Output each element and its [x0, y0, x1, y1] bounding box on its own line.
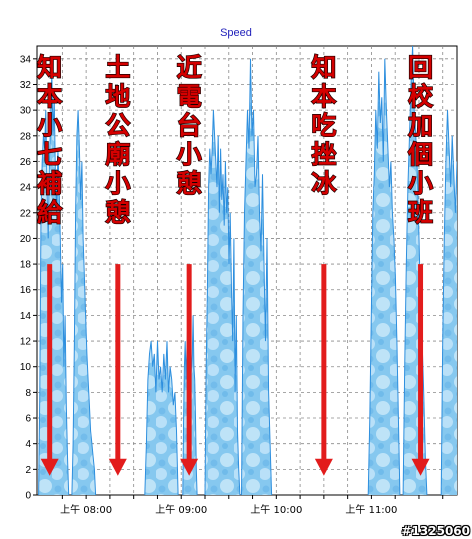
- speed-line-segment: [204, 110, 241, 495]
- annotation-arrow-head: [314, 458, 333, 476]
- annotation-char: 七: [37, 140, 62, 169]
- annotation-char: 本: [311, 82, 336, 111]
- annotation-char: 回: [408, 53, 433, 82]
- annotation-char: 近: [177, 53, 202, 82]
- y-tick-label: 8: [25, 388, 31, 399]
- y-tick-label: 34: [20, 54, 32, 65]
- y-tick-label: 14: [20, 311, 32, 322]
- annotation-char: 吃: [311, 111, 336, 140]
- annotation-char: 冰: [311, 169, 337, 198]
- speed-area-segment: [71, 110, 96, 495]
- annotation-char: 加: [407, 111, 433, 140]
- annotation-char: 本: [37, 82, 62, 111]
- x-tick-label: 上午 10:00: [250, 503, 302, 516]
- annotation-char: 地: [105, 82, 130, 111]
- annotation-char: 小: [105, 169, 130, 198]
- y-tick-label: 0: [25, 491, 31, 502]
- annotation-char: 知: [311, 53, 336, 82]
- y-tick-label: 4: [25, 439, 31, 450]
- annotation-char: 個: [407, 140, 433, 169]
- annotation-char: 憩: [105, 198, 130, 227]
- y-tick-label: 30: [20, 106, 32, 117]
- y-tick-label: 2: [25, 465, 31, 476]
- annotation-char: 知: [37, 53, 62, 82]
- speed-line-segment: [367, 58, 401, 495]
- annotation-arrow-head: [180, 458, 199, 476]
- annotation-char: 電: [177, 82, 202, 111]
- y-tick-label: 20: [20, 234, 32, 245]
- speed-line-segment: [440, 110, 457, 495]
- x-tick-label: 上午 08:00: [60, 503, 112, 516]
- y-tick-label: 6: [25, 414, 31, 425]
- watermark: #1325060: [401, 524, 470, 538]
- x-tick-label: 上午 11:00: [345, 503, 397, 516]
- annotation-arrow-head: [411, 458, 430, 476]
- annotation-char: 憩: [177, 169, 202, 198]
- annotation-char: 校: [408, 82, 434, 111]
- annotation-arrow-head: [40, 458, 59, 476]
- annotation-char: 班: [408, 198, 433, 227]
- speed-area-segment: [38, 71, 69, 495]
- speed-area-segment: [368, 58, 400, 495]
- annotation-char: 土: [105, 53, 130, 82]
- annotation-arrow-head: [108, 458, 127, 476]
- annotation-char: 小: [177, 140, 202, 169]
- annotation-char: 挫: [311, 140, 336, 169]
- annotation-char: 小: [37, 111, 62, 140]
- y-tick-label: 16: [20, 285, 32, 296]
- y-tick-label: 26: [20, 157, 32, 168]
- speed-series: [38, 46, 457, 495]
- speed-line-segment: [241, 58, 273, 495]
- speed-line-segment: [144, 341, 179, 495]
- annotation-char: 公: [105, 111, 130, 140]
- y-tick-label: 18: [20, 260, 32, 271]
- speed-line-segment: [71, 110, 97, 495]
- annotation-char: 給: [37, 198, 63, 227]
- chart-title: Speed: [220, 27, 252, 39]
- y-tick-label: 10: [20, 362, 32, 373]
- x-tick-label: 上午 09:00: [155, 503, 207, 516]
- annotation-char: 小: [408, 169, 433, 198]
- speed-area-segment: [241, 58, 272, 495]
- y-tick-label: 12: [20, 337, 32, 348]
- annotation-char: 廟: [105, 140, 130, 169]
- speed-line-segment: [38, 71, 70, 495]
- x-axis: 上午 08:00 上午 09:00 上午 10:00 上午 11:00: [60, 495, 444, 516]
- speed-area-segment: [205, 110, 240, 495]
- y-tick-label: 22: [20, 208, 32, 219]
- y-tick-label: 28: [20, 131, 32, 142]
- annotation-char: 補: [36, 169, 62, 198]
- y-tick-label: 24: [20, 183, 32, 194]
- annotation-char: 台: [177, 111, 202, 140]
- y-tick-label: 32: [20, 80, 32, 91]
